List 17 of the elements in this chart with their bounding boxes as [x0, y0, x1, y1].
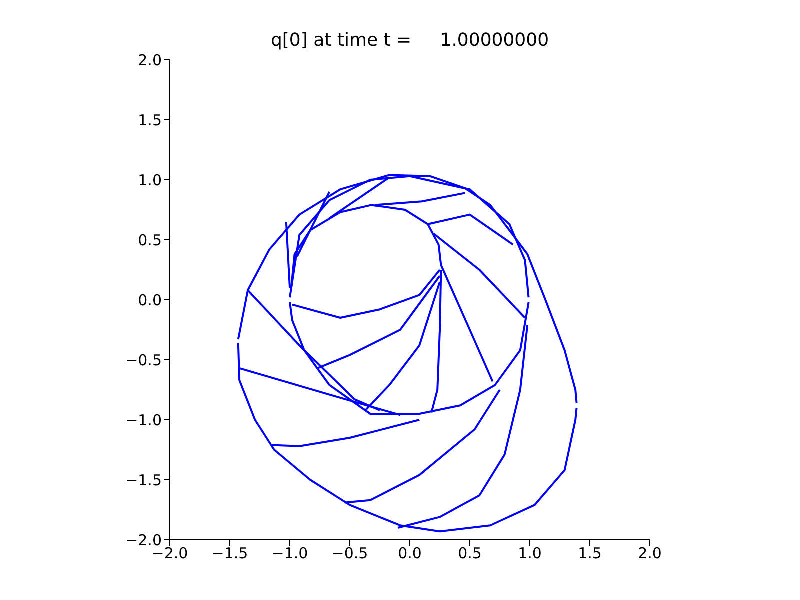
- y-tick-label: 2.0: [138, 51, 162, 70]
- chart-title: q[0] at time t = 1.00000000: [270, 30, 550, 51]
- x-tick-label: 0.5: [458, 544, 482, 563]
- y-tick-label: 1.5: [138, 111, 162, 130]
- y-tick-label: 0.5: [138, 231, 162, 250]
- y-tick-label: 0.0: [138, 291, 162, 310]
- x-tick-label: 0.0: [398, 544, 422, 563]
- x-tick-label: −0.5: [332, 544, 368, 563]
- x-tick-label: 1.0: [518, 544, 542, 563]
- y-tick-label: 1.0: [138, 171, 162, 190]
- y-tick-label: −1.5: [126, 471, 162, 490]
- y-tick-label: −1.0: [126, 411, 162, 430]
- x-tick-label: −1.0: [272, 544, 308, 563]
- x-tick-label: 1.5: [578, 544, 602, 563]
- x-tick-label: 2.0: [638, 544, 662, 563]
- y-tick-label: −0.5: [126, 351, 162, 370]
- x-tick-label: −1.5: [212, 544, 248, 563]
